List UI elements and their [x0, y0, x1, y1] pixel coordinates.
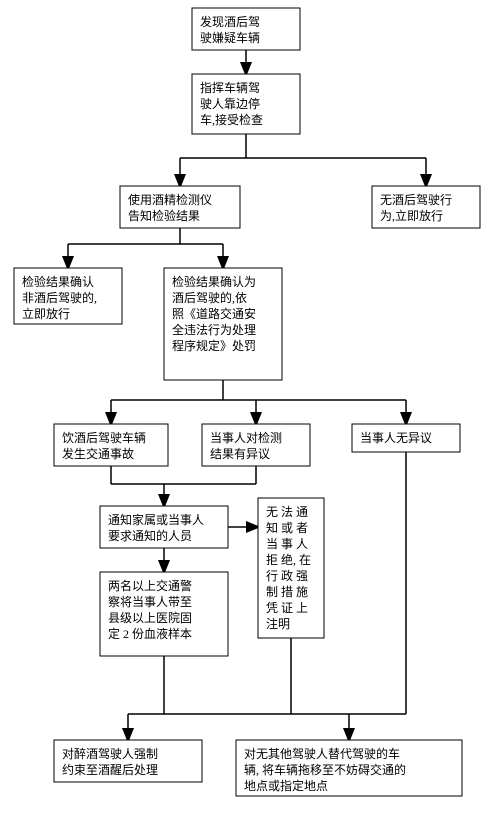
node-text-n1-l1: 驶嫌疑车辆 — [200, 30, 260, 45]
node-n7: 饮酒后驾驶车辆发生交通事故 — [54, 424, 168, 466]
node-n5: 检验结果确认非酒后驾驶的,立即放行 — [14, 268, 122, 324]
node-text-n3-l0: 使用酒精检测仪 — [128, 192, 212, 207]
node-text-n6-l0: 检验结果确认为 — [172, 274, 256, 289]
node-text-n12-l3: 定 2 份血液样本 — [108, 626, 192, 641]
node-n9: 当事人无异议 — [352, 424, 460, 452]
node-text-n4-l1: 为,立即放行 — [380, 208, 443, 223]
node-text-n7-l1: 发生交通事故 — [62, 446, 134, 461]
node-text-n3-l1: 告知检验结果 — [128, 208, 200, 223]
node-text-n11-l2: 当 事 人 — [266, 537, 308, 551]
node-text-n5-l1: 非酒后驾驶的, — [22, 290, 97, 305]
node-n11: 无 法 通知 或 者当 事 人拒 绝, 在行 政 强制 措 施凭 证 上注明 — [258, 498, 324, 638]
dui-flowchart: 发现酒后驾驶嫌疑车辆指挥车辆驾驶人靠边停车,接受检查使用酒精检测仪告知检验结果无… — [0, 0, 500, 836]
node-text-n7-l0: 饮酒后驾驶车辆 — [62, 430, 146, 445]
nodes-layer: 发现酒后驾驶嫌疑车辆指挥车辆驾驶人靠边停车,接受检查使用酒精检测仪告知检验结果无… — [14, 8, 480, 796]
node-text-n4-l0: 无酒后驾驶行 — [380, 192, 452, 207]
node-text-n14-l2: 地点或指定地点 — [244, 778, 328, 793]
node-n6: 检验结果确认为酒后驾驶的,依照《道路交通安全违法行为处理程序规定》处罚 — [164, 268, 282, 380]
node-text-n6-l2: 照《道路交通安 — [172, 306, 256, 321]
node-text-n11-l7: 注明 — [266, 616, 290, 631]
node-text-n6-l4: 程序规定》处罚 — [172, 338, 256, 353]
node-text-n6-l3: 全违法行为处理 — [172, 322, 256, 337]
node-n8: 当事人对检测结果有异议 — [202, 424, 310, 466]
node-text-n12-l0: 两名以上交通警 — [108, 578, 192, 593]
node-n1: 发现酒后驾驶嫌疑车辆 — [192, 8, 300, 50]
node-text-n8-l0: 当事人对检测 — [210, 430, 282, 445]
node-n2: 指挥车辆驾驶人靠边停车,接受检查 — [192, 74, 300, 134]
node-n10: 通知家属或当事人要求通知的人员 — [100, 506, 228, 548]
node-text-n9-l0: 当事人无异议 — [360, 431, 432, 445]
node-text-n11-l4: 行 政 强 — [266, 569, 308, 583]
node-text-n8-l1: 结果有异议 — [210, 447, 270, 461]
node-n3: 使用酒精检测仪告知检验结果 — [120, 186, 240, 228]
node-text-n1-l0: 发现酒后驾 — [200, 14, 260, 29]
node-text-n10-l0: 通知家属或当事人 — [108, 512, 204, 527]
node-n13: 对醉酒驾驶人强制约束至酒醒后处理 — [54, 740, 202, 782]
node-text-n13-l0: 对醉酒驾驶人强制 — [62, 746, 158, 761]
node-text-n5-l2: 立即放行 — [22, 306, 70, 321]
node-text-n11-l5: 制 措 施 — [266, 585, 308, 599]
node-text-n11-l0: 无 法 通 — [266, 505, 308, 519]
node-n4: 无酒后驾驶行为,立即放行 — [372, 186, 480, 228]
node-text-n13-l1: 约束至酒醒后处理 — [62, 762, 158, 777]
node-text-n12-l1: 察将当事人带至 — [108, 595, 192, 609]
node-text-n5-l0: 检验结果确认 — [22, 274, 94, 289]
node-text-n14-l1: 辆, 将车辆拖移至不妨碍交通的 — [244, 762, 406, 777]
node-text-n6-l1: 酒后驾驶的,依 — [172, 290, 247, 305]
node-text-n14-l0: 对无其他驾驶人替代驾驶的车 — [244, 746, 400, 761]
node-text-n2-l2: 车,接受检查 — [200, 112, 263, 127]
node-n14: 对无其他驾驶人替代驾驶的车辆, 将车辆拖移至不妨碍交通的地点或指定地点 — [236, 740, 462, 796]
node-text-n11-l1: 知 或 者 — [266, 521, 308, 535]
node-n12: 两名以上交通警察将当事人带至县级以上医院固定 2 份血液样本 — [100, 572, 228, 656]
node-text-n11-l6: 凭 证 上 — [266, 600, 308, 615]
node-text-n10-l1: 要求通知的人员 — [108, 528, 192, 543]
node-text-n2-l1: 驶人靠边停 — [200, 96, 260, 111]
node-text-n11-l3: 拒 绝, 在 — [266, 552, 311, 567]
node-text-n12-l2: 县级以上医院固 — [108, 611, 192, 625]
node-text-n2-l0: 指挥车辆驾 — [200, 80, 260, 95]
